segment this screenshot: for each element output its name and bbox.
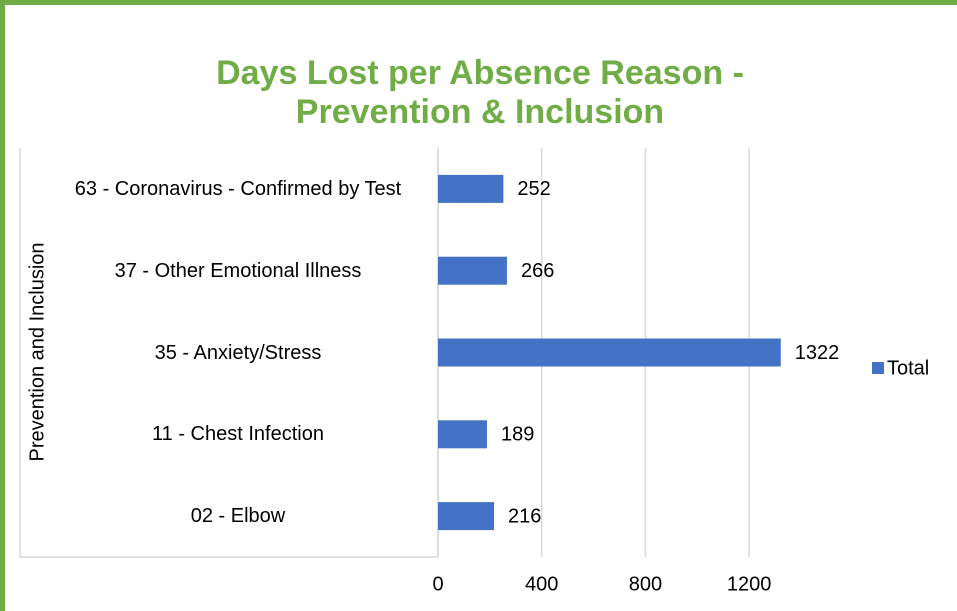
legend-label: Total bbox=[887, 357, 929, 379]
y-axis-label: Prevention and Inclusion bbox=[26, 242, 48, 461]
y-tick-label: 11 - Chest Infection bbox=[152, 423, 324, 446]
data-label: 189 bbox=[501, 424, 534, 446]
y-tick-label: 37 - Other Emotional Illness bbox=[114, 259, 362, 282]
data-label: 216 bbox=[508, 505, 541, 527]
bar bbox=[438, 256, 507, 285]
chart-title: Days Lost per Absence Reason - bbox=[216, 54, 744, 92]
data-label: 252 bbox=[517, 178, 550, 200]
chart-title: Prevention & Inclusion bbox=[296, 93, 664, 131]
y-tick-label: 02 - Elbow bbox=[190, 505, 286, 528]
y-tick-label: 63 - Coronavirus - Confirmed by Test bbox=[74, 177, 402, 200]
bar bbox=[438, 174, 504, 203]
legend-swatch bbox=[872, 362, 884, 374]
x-tick-label: 1200 bbox=[727, 573, 772, 595]
y-tick-label: 35 - Anxiety/Stress bbox=[154, 341, 322, 364]
data-label: 1322 bbox=[795, 342, 840, 364]
bar bbox=[438, 338, 781, 367]
x-tick-label: 800 bbox=[629, 573, 662, 595]
x-tick-label: 400 bbox=[525, 573, 558, 595]
x-tick-label: 0 bbox=[432, 573, 443, 595]
bar bbox=[438, 502, 495, 531]
data-label: 266 bbox=[521, 260, 554, 282]
bar bbox=[438, 420, 488, 449]
